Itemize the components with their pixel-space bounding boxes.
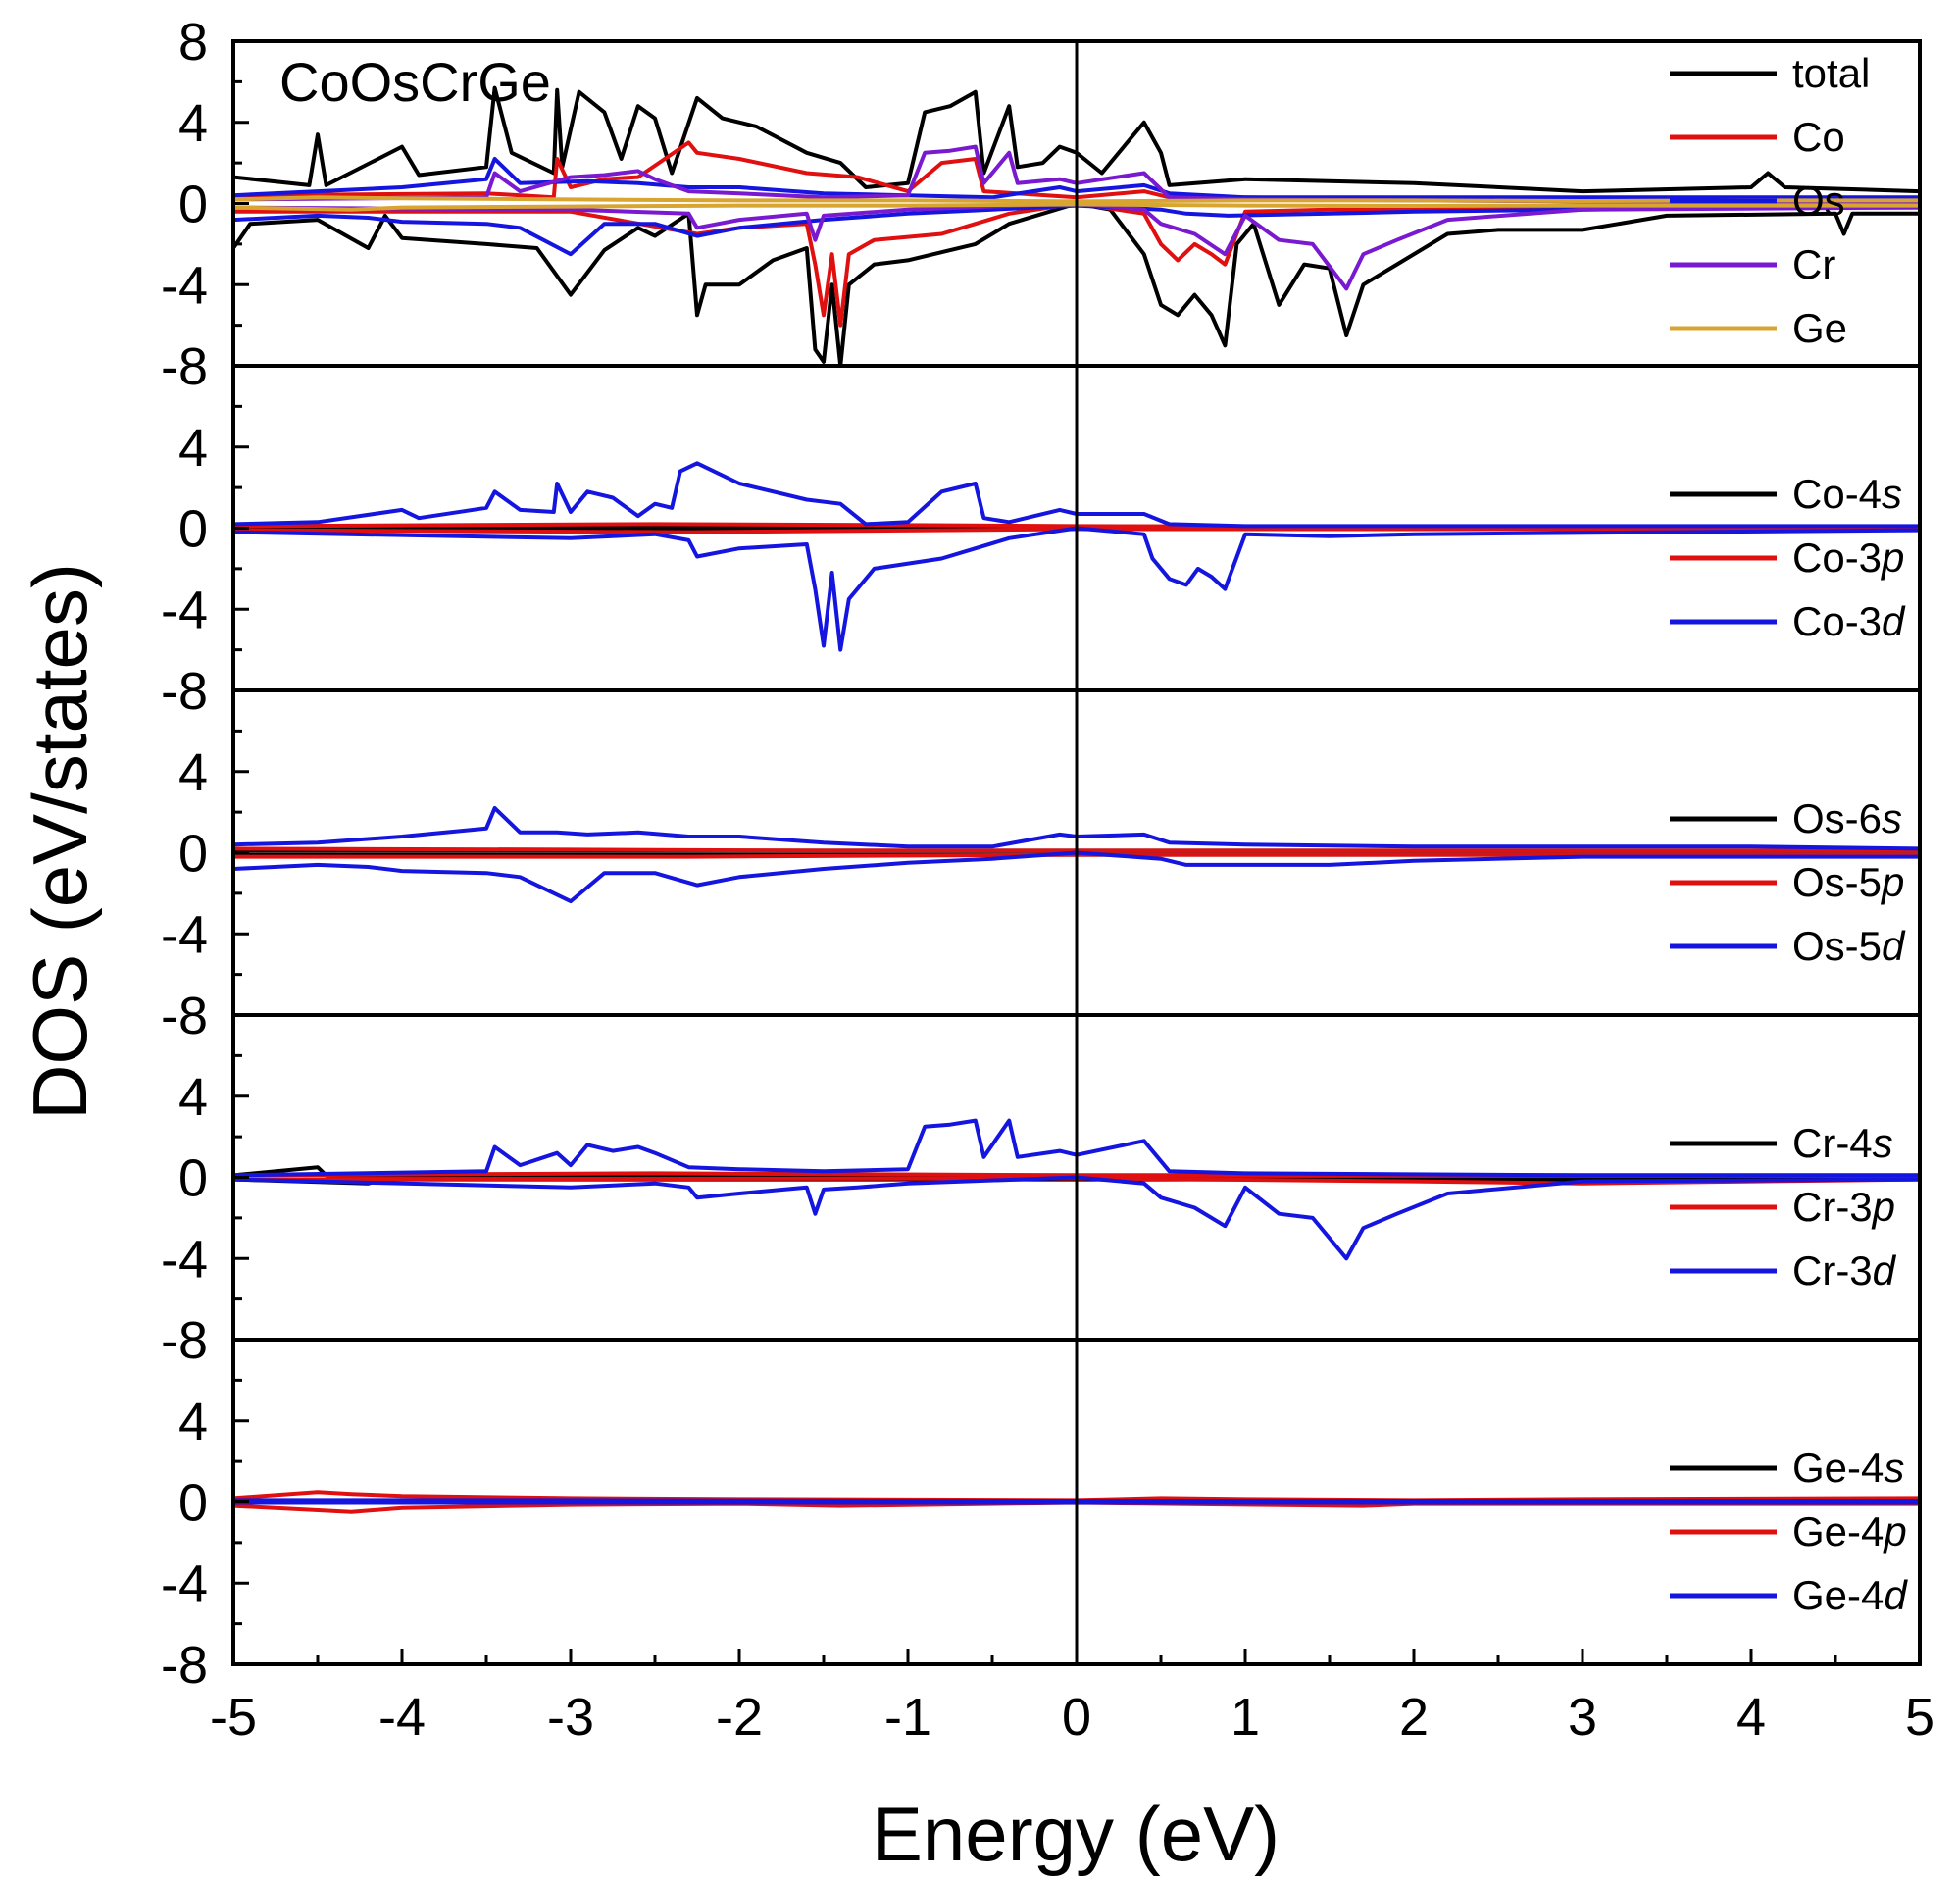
legend-orbital: p — [1871, 1184, 1895, 1230]
x-tick-label: 4 — [1736, 1688, 1766, 1747]
legend-orbital: s — [1882, 795, 1902, 841]
series-line-os-5p-spin-up — [233, 846, 1920, 853]
series-line-os-spin-up — [233, 157, 1920, 200]
legend: Ge-4s Ge-4p Ge-4d — [1670, 1445, 1908, 1618]
panel-3: -8 -4 0 4 Os-6s Os-5p Os-5d — [161, 688, 1922, 1045]
legend-orbital: d — [1884, 1572, 1908, 1618]
legend-orbital: s — [1873, 1120, 1893, 1166]
y-axis-title: DOS (eV/states) — [17, 563, 103, 1120]
x-tick-label: -1 — [884, 1688, 931, 1747]
panel-series — [233, 461, 1920, 652]
legend-orbital: s — [1882, 471, 1902, 517]
series-line-co-3d-spin-down — [233, 526, 1920, 652]
legend-label: total — [1792, 50, 1870, 96]
x-tick-label: 3 — [1568, 1688, 1597, 1747]
legend-label: Ge-4s — [1792, 1445, 1904, 1491]
panel-5: -8 -4 0 4 Ge-4s Ge-4p Ge-4d — [161, 1338, 1922, 1695]
y-tick-label: -4 — [161, 1230, 208, 1289]
legend-label: Ge-4p — [1792, 1508, 1907, 1554]
legend-label: Cr-4s — [1792, 1120, 1893, 1166]
y-tick-label: -8 — [161, 1311, 208, 1370]
series-line-cr-spin-up — [233, 144, 1920, 204]
x-tick-label: 0 — [1062, 1688, 1091, 1747]
x-tick-label: -3 — [547, 1688, 594, 1747]
legend-label: Os-5d — [1792, 923, 1906, 969]
compound-label: CoOsCrGe — [279, 51, 551, 113]
panels-layer: -8-4048totalCoOsCrGe-8-404Co-4sCo-3pCo-3… — [161, 13, 1922, 1695]
series-line-cr-3d-spin-up — [233, 1118, 1920, 1178]
series-line-total-spin-down — [233, 201, 1920, 366]
series-line-os-5d-spin-up — [233, 806, 1920, 851]
legend: Cr-4s Cr-3p Cr-3d — [1670, 1120, 1897, 1294]
x-axis-title: Energy (eV) — [872, 1791, 1280, 1877]
series-line-ge-4p-spin-down — [233, 1500, 1920, 1514]
y-tick-label: 0 — [178, 1149, 208, 1208]
legend-label: Cr-3d — [1792, 1247, 1897, 1294]
legend-label: Os-6s — [1792, 795, 1902, 841]
series-line-ge-spin-down — [233, 202, 1920, 212]
legend-label: Os-5p — [1792, 859, 1904, 905]
y-tick-label: -8 — [161, 1636, 208, 1695]
legend: Co-4s Co-3p Co-3d — [1670, 471, 1906, 644]
legend-orbital: d — [1882, 598, 1906, 644]
y-tick-label: 0 — [178, 176, 208, 234]
y-tick-label: -4 — [161, 581, 208, 639]
series-line-os-5d-spin-down — [233, 850, 1920, 904]
x-tick-label: 2 — [1399, 1688, 1429, 1747]
legend-orbital: p — [1880, 534, 1904, 581]
y-tick-label: 8 — [178, 13, 208, 72]
y-tick-label: 4 — [178, 743, 208, 802]
x-tick-label: -4 — [378, 1688, 426, 1747]
x-tick-label: 1 — [1231, 1688, 1260, 1747]
panel-4: -8 -4 0 4 Cr-4s Cr-3p Cr-3d — [161, 1013, 1922, 1370]
y-tick-label: 4 — [178, 1068, 208, 1127]
y-tick-label: 0 — [178, 825, 208, 884]
y-tick-label: -4 — [161, 256, 208, 315]
legend-label: Cr-3p — [1792, 1184, 1895, 1230]
y-tick-label: -4 — [161, 905, 208, 964]
legend-label: Os — [1792, 178, 1845, 224]
y-tick-label: -8 — [161, 987, 208, 1045]
y-tick-label: 4 — [178, 1393, 208, 1451]
legend-label: Cr — [1792, 241, 1835, 287]
legend-orbital: s — [1884, 1445, 1904, 1491]
panel-2: -8 -4 0 4 Co-4s Co-3p Co-3d — [161, 364, 1922, 721]
series-line-co-3p-spin-down — [233, 527, 1920, 534]
legend-label: Ge-4d — [1792, 1572, 1908, 1618]
y-tick-label: 4 — [178, 419, 208, 478]
y-tick-label: 0 — [178, 500, 208, 559]
y-tick-label: 0 — [178, 1474, 208, 1533]
legend-label: Co — [1792, 114, 1845, 160]
legend-label: Co-4s — [1792, 471, 1902, 517]
legend-label: Co-3p — [1792, 534, 1904, 581]
y-tick-label: 4 — [178, 94, 208, 153]
legend-orbital: d — [1882, 923, 1906, 969]
series-line-cr-spin-down — [233, 201, 1920, 291]
legend: total Co Os Cr Ge — [1670, 50, 1870, 351]
x-axis: -5 -4 -3 -2 -1 0 1 2 3 4 5 — [210, 1649, 1935, 1747]
x-tick-label: -2 — [716, 1688, 763, 1747]
legend-orbital: p — [1880, 859, 1904, 905]
y-tick-label: -8 — [161, 337, 208, 396]
legend-orbital: d — [1873, 1247, 1897, 1294]
y-tick-label: -4 — [161, 1554, 208, 1613]
panel-series — [233, 1118, 1920, 1261]
legend: Os-6s Os-5p Os-5d — [1670, 795, 1906, 969]
x-tick-label: 5 — [1905, 1688, 1935, 1747]
series-line-cr-3d-spin-down — [233, 1175, 1920, 1261]
panel-series — [233, 85, 1920, 366]
series-line-co-3d-spin-up — [233, 461, 1920, 529]
series-line-ge-spin-up — [233, 195, 1920, 204]
legend-label: Co-3d — [1792, 598, 1906, 644]
y-tick-label: -8 — [161, 662, 208, 721]
legend-label: Ge — [1792, 305, 1847, 351]
series-line-os-5p-spin-down — [233, 852, 1920, 859]
legend-orbital: p — [1882, 1508, 1906, 1554]
x-tick-label: -5 — [210, 1688, 257, 1747]
